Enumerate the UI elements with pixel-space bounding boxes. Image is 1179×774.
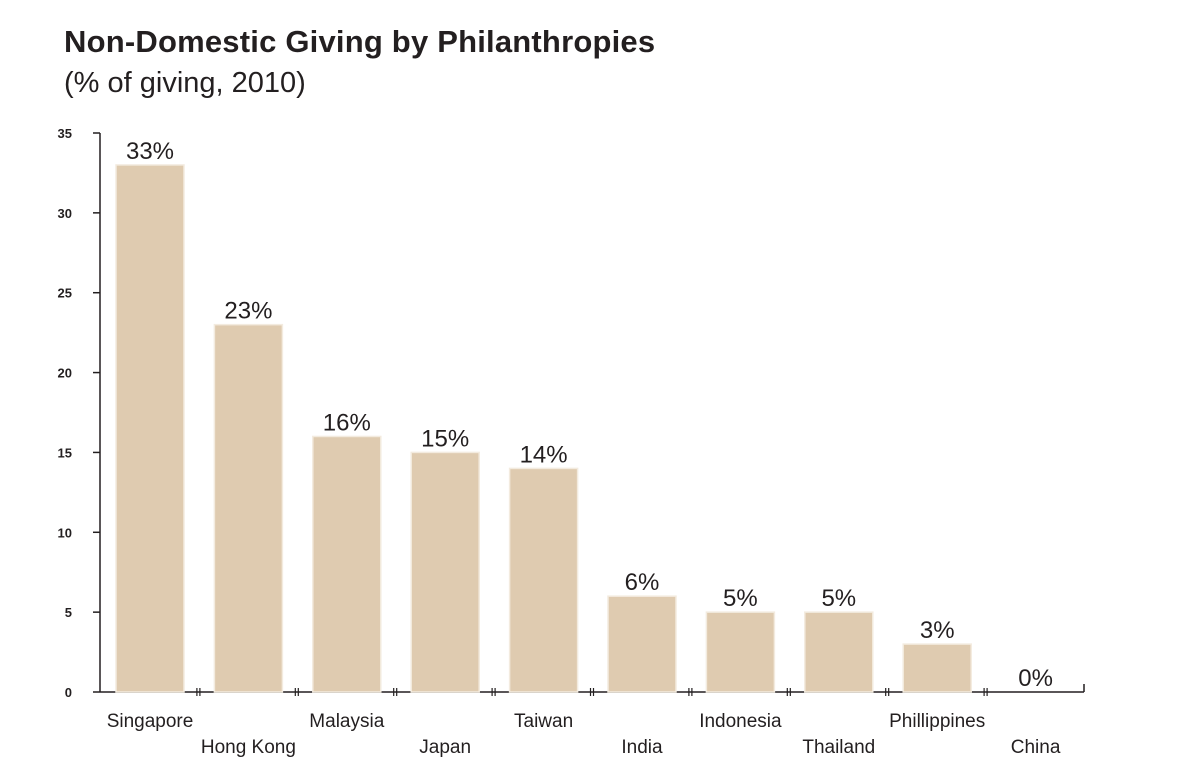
data-label: 6% xyxy=(625,569,660,596)
bar-phillippines xyxy=(902,643,972,693)
bar-thailand xyxy=(804,611,874,693)
y-tick-label: 5 xyxy=(65,605,72,620)
x-tick-label: Singapore xyxy=(107,711,194,732)
x-tick-label: Phillippines xyxy=(889,711,985,732)
data-label: 33% xyxy=(126,138,174,165)
x-tick-label: India xyxy=(621,737,663,758)
y-tick-label: 25 xyxy=(58,286,72,301)
data-label: 5% xyxy=(821,585,856,612)
chart-title: Non-Domestic Giving by Philanthropies xyxy=(64,24,656,59)
x-tick-label: Indonesia xyxy=(699,711,782,732)
data-label: 0% xyxy=(1018,665,1053,692)
x-tick-label: Japan xyxy=(419,737,471,758)
x-tick-label: Taiwan xyxy=(514,711,573,732)
bar-japan xyxy=(410,451,480,693)
bar-indonesia xyxy=(705,611,776,693)
y-tick-label: 10 xyxy=(58,525,72,540)
y-tick-label: 20 xyxy=(58,366,72,381)
y-tick-label: 35 xyxy=(58,126,72,141)
bar-malaysia xyxy=(312,435,382,693)
y-tick-label: 30 xyxy=(58,206,72,221)
y-tick-label: 0 xyxy=(65,685,72,700)
data-label: 3% xyxy=(920,617,955,644)
x-tick-label: Malaysia xyxy=(309,711,384,732)
bar-hong-kong xyxy=(213,323,284,693)
x-tick-label: Hong Kong xyxy=(201,737,296,758)
data-label: 23% xyxy=(224,298,272,325)
bar-taiwan xyxy=(508,467,579,693)
bar-india xyxy=(607,595,677,693)
y-tick-label: 15 xyxy=(58,445,72,460)
chart-subtitle: (% of giving, 2010) xyxy=(64,67,306,99)
data-label: 15% xyxy=(421,425,469,452)
bar-singapore xyxy=(115,164,185,693)
x-tick-label: China xyxy=(1011,737,1061,758)
x-tick-label: Thailand xyxy=(802,737,875,758)
data-label: 16% xyxy=(323,409,371,436)
data-label: 14% xyxy=(520,441,568,468)
data-label: 5% xyxy=(723,585,758,612)
